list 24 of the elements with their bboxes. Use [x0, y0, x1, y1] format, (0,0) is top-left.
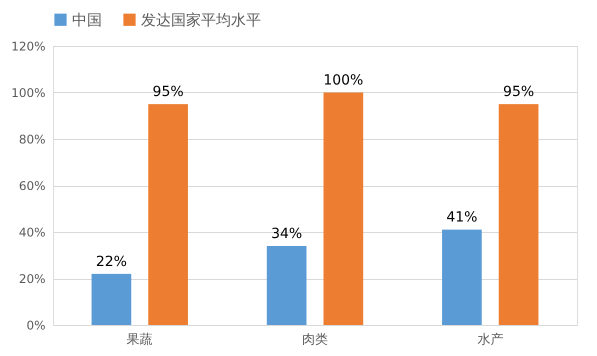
y-tick-label: 60%: [18, 179, 46, 193]
data-label: 95%: [152, 84, 184, 100]
bar: [324, 92, 364, 325]
bar: [442, 230, 482, 325]
y-tick-label: 80%: [18, 132, 46, 146]
data-label: 100%: [323, 72, 364, 88]
y-tick-label: 0%: [26, 318, 46, 332]
x-tick-label: 肉类: [302, 332, 328, 348]
y-tick-label: 120%: [11, 40, 46, 54]
data-label: 41%: [446, 210, 478, 226]
y-tick-label: 100%: [11, 86, 46, 100]
data-label: 95%: [503, 84, 534, 100]
x-tick-label: 果蔬: [126, 332, 153, 348]
legend-label: 发达国家平均水平: [141, 10, 261, 29]
bar: [92, 274, 132, 325]
bar: [148, 104, 188, 325]
data-label: 22%: [96, 254, 127, 270]
legend-label: 中国: [72, 10, 102, 29]
x-tick-label: 水产: [477, 332, 504, 348]
y-tick-label: 40%: [18, 226, 46, 240]
bar: [266, 246, 306, 325]
data-label: 34%: [271, 226, 302, 242]
bar: [498, 104, 538, 325]
y-tick-label: 20%: [18, 272, 46, 286]
